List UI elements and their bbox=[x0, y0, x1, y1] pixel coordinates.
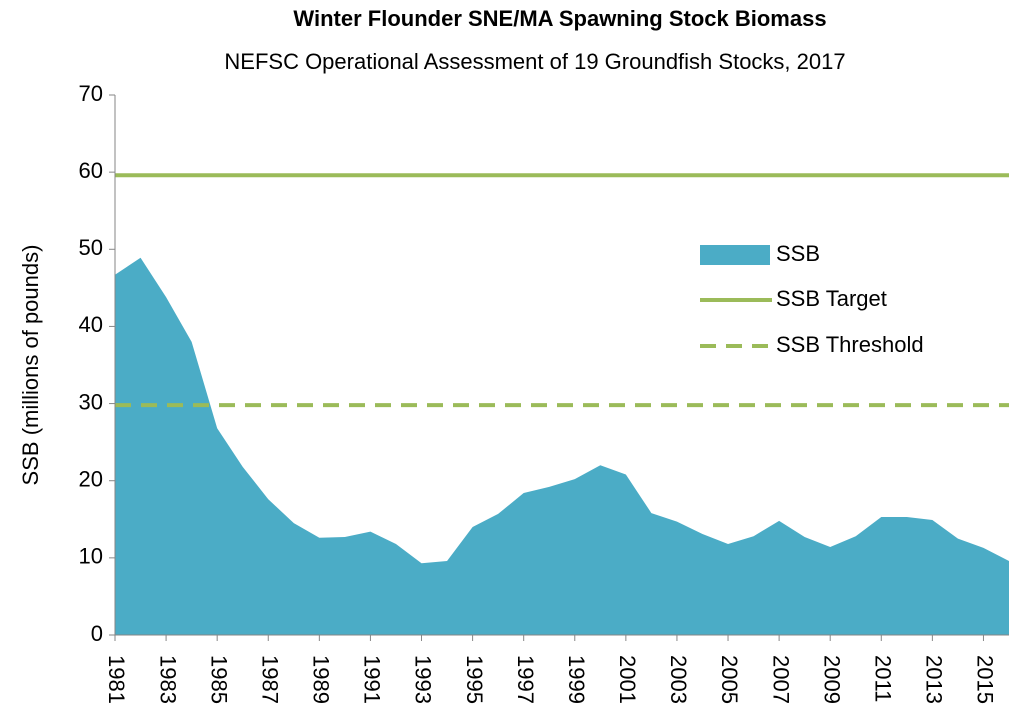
x-tick-label: 1999 bbox=[564, 655, 589, 704]
y-tick-label: 60 bbox=[79, 158, 103, 183]
x-tick-label: 1985 bbox=[206, 655, 231, 704]
chart-title: Winter Flounder SNE/MA Spawning Stock Bi… bbox=[293, 6, 826, 31]
x-tick-label: 1989 bbox=[309, 655, 334, 704]
legend-label: SSB bbox=[776, 241, 820, 266]
x-tick-label: 2013 bbox=[922, 655, 947, 704]
chart-subtitle: NEFSC Operational Assessment of 19 Groun… bbox=[224, 49, 845, 74]
y-tick-label: 0 bbox=[91, 621, 103, 646]
area bbox=[115, 257, 1009, 635]
y-tick-label: 50 bbox=[79, 235, 103, 260]
x-tick-label: 1987 bbox=[257, 655, 282, 704]
legend-label: SSB Threshold bbox=[776, 332, 924, 357]
x-tick-label: 2003 bbox=[666, 655, 691, 704]
y-tick-label: 30 bbox=[79, 389, 103, 414]
y-tick-label: 40 bbox=[79, 312, 103, 337]
x-tick-label: 1991 bbox=[360, 655, 385, 704]
x-tick-label: 1983 bbox=[155, 655, 180, 704]
y-tick-label: 70 bbox=[79, 81, 103, 106]
x-tick-label: 1995 bbox=[462, 655, 487, 704]
x-tick-label: 1993 bbox=[411, 655, 436, 704]
legend-swatch bbox=[700, 245, 770, 265]
y-axis-label: SSB (millions of pounds) bbox=[18, 245, 43, 486]
x-tick-label: 2011 bbox=[870, 655, 895, 702]
x-tick-label: 1997 bbox=[513, 655, 538, 704]
x-tick-label: 2009 bbox=[819, 655, 844, 704]
x-tick-label: 1981 bbox=[104, 655, 129, 704]
x-tick-label: 2007 bbox=[768, 655, 793, 704]
legend-label: SSB Target bbox=[776, 286, 887, 311]
x-tick-label: 2015 bbox=[973, 655, 998, 704]
y-tick-label: 10 bbox=[79, 544, 103, 569]
x-tick-label: 2001 bbox=[615, 655, 640, 704]
y-tick-label: 20 bbox=[79, 467, 103, 492]
x-tick-label: 2005 bbox=[717, 655, 742, 704]
